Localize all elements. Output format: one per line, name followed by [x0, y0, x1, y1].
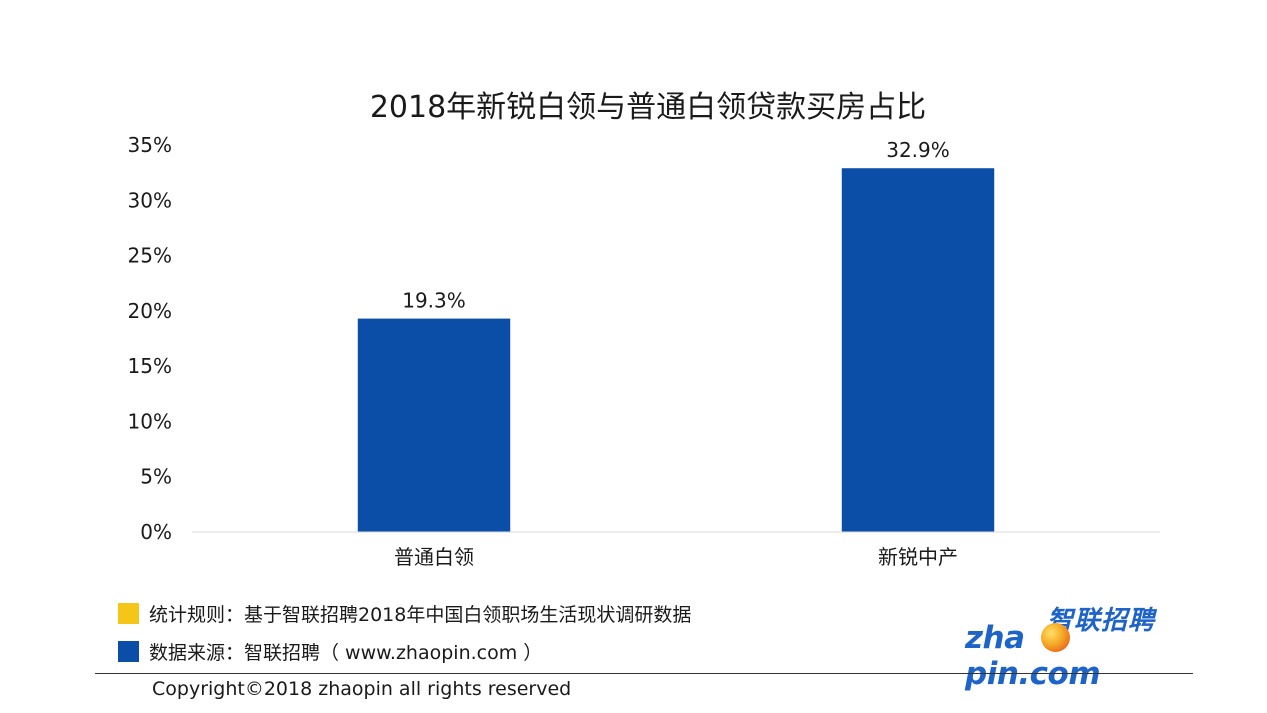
bar-1	[357, 318, 511, 532]
copyright-text: Copyright©2018 zhaopin all rights reserv…	[152, 678, 572, 700]
y-axis: 0% 5% 10% 15% 20% 25% 30% 35%	[128, 133, 172, 544]
bar-2	[841, 168, 995, 532]
yellow-square-icon	[118, 602, 139, 624]
y-tick-label: 5%	[140, 465, 172, 489]
y-tick-label: 35%	[128, 133, 172, 157]
blue-square-icon	[118, 640, 139, 662]
x-category-label: 新锐中产	[878, 545, 958, 569]
footer-divider	[95, 673, 1193, 674]
x-category-label: 普通白领	[394, 545, 474, 569]
y-tick-label: 25%	[128, 244, 172, 268]
bars: 19.3% 32.9%	[357, 138, 995, 532]
y-tick-label: 10%	[128, 409, 172, 433]
note-source: 数据来源：智联招聘（ www.zhaopin.com ）	[118, 638, 542, 664]
zhaopin-logo: 智联招聘 zhapin.com	[965, 600, 1175, 692]
note-rule-text: 统计规则：基于智联招聘2018年中国白领职场生活现状调研数据	[149, 603, 692, 626]
y-tick-label: 0%	[140, 520, 172, 544]
logo-en-left: zha	[965, 620, 1025, 656]
y-tick-label: 15%	[128, 354, 172, 378]
data-label: 19.3%	[402, 289, 466, 313]
note-rule: 统计规则：基于智联招聘2018年中国白领职场生活现状调研数据	[118, 600, 691, 626]
y-tick-label: 30%	[128, 188, 172, 212]
data-label: 32.9%	[886, 138, 950, 162]
x-axis: 普通白领 新锐中产	[192, 531, 1160, 569]
logo-en-right: pin.com	[965, 656, 1101, 692]
logo-ball-icon	[1041, 623, 1070, 652]
note-source-text: 数据来源：智联招聘（ www.zhaopin.com ）	[149, 641, 543, 664]
y-tick-label: 20%	[128, 299, 172, 323]
chart-title: 2018年新锐白领与普通白领贷款买房占比	[370, 90, 926, 125]
bar-chart: 2018年新锐白领与普通白领贷款买房占比 0% 5% 10% 15% 20% 25% 30%…	[128, 90, 1160, 569]
logo-english-text: zhapin.com	[965, 620, 1175, 692]
